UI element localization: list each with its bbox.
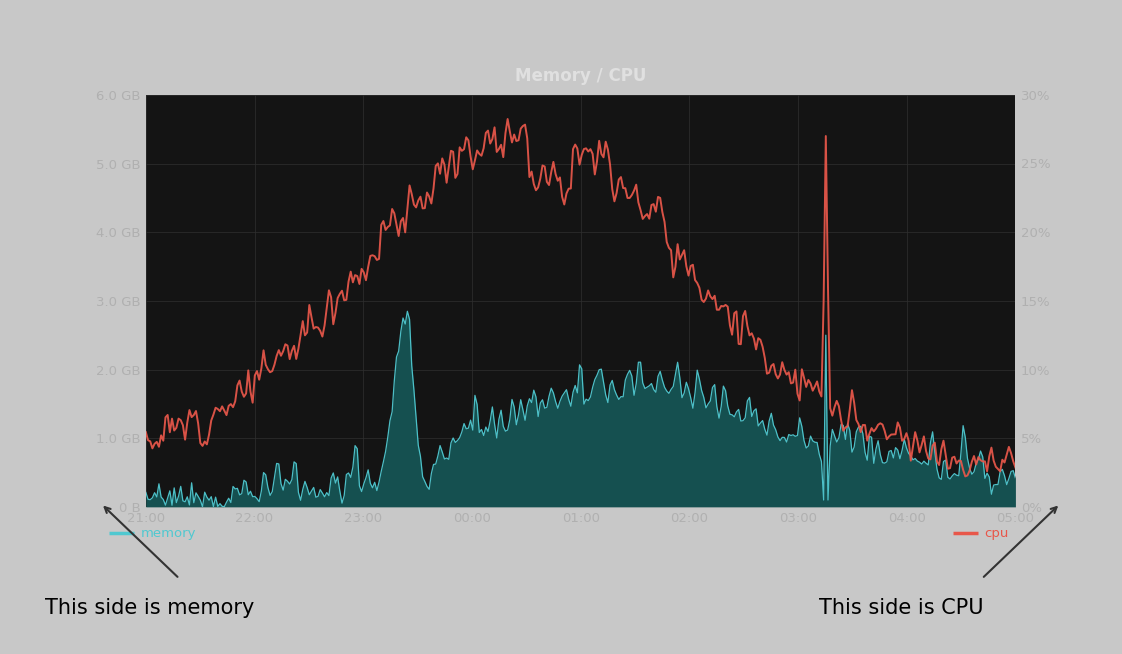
Text: memory: memory [140, 526, 196, 540]
Text: This side is CPU: This side is CPU [819, 598, 984, 618]
Title: Memory / CPU: Memory / CPU [515, 67, 646, 85]
Text: This side is memory: This side is memory [45, 598, 255, 618]
Text: cpu: cpu [985, 526, 1009, 540]
